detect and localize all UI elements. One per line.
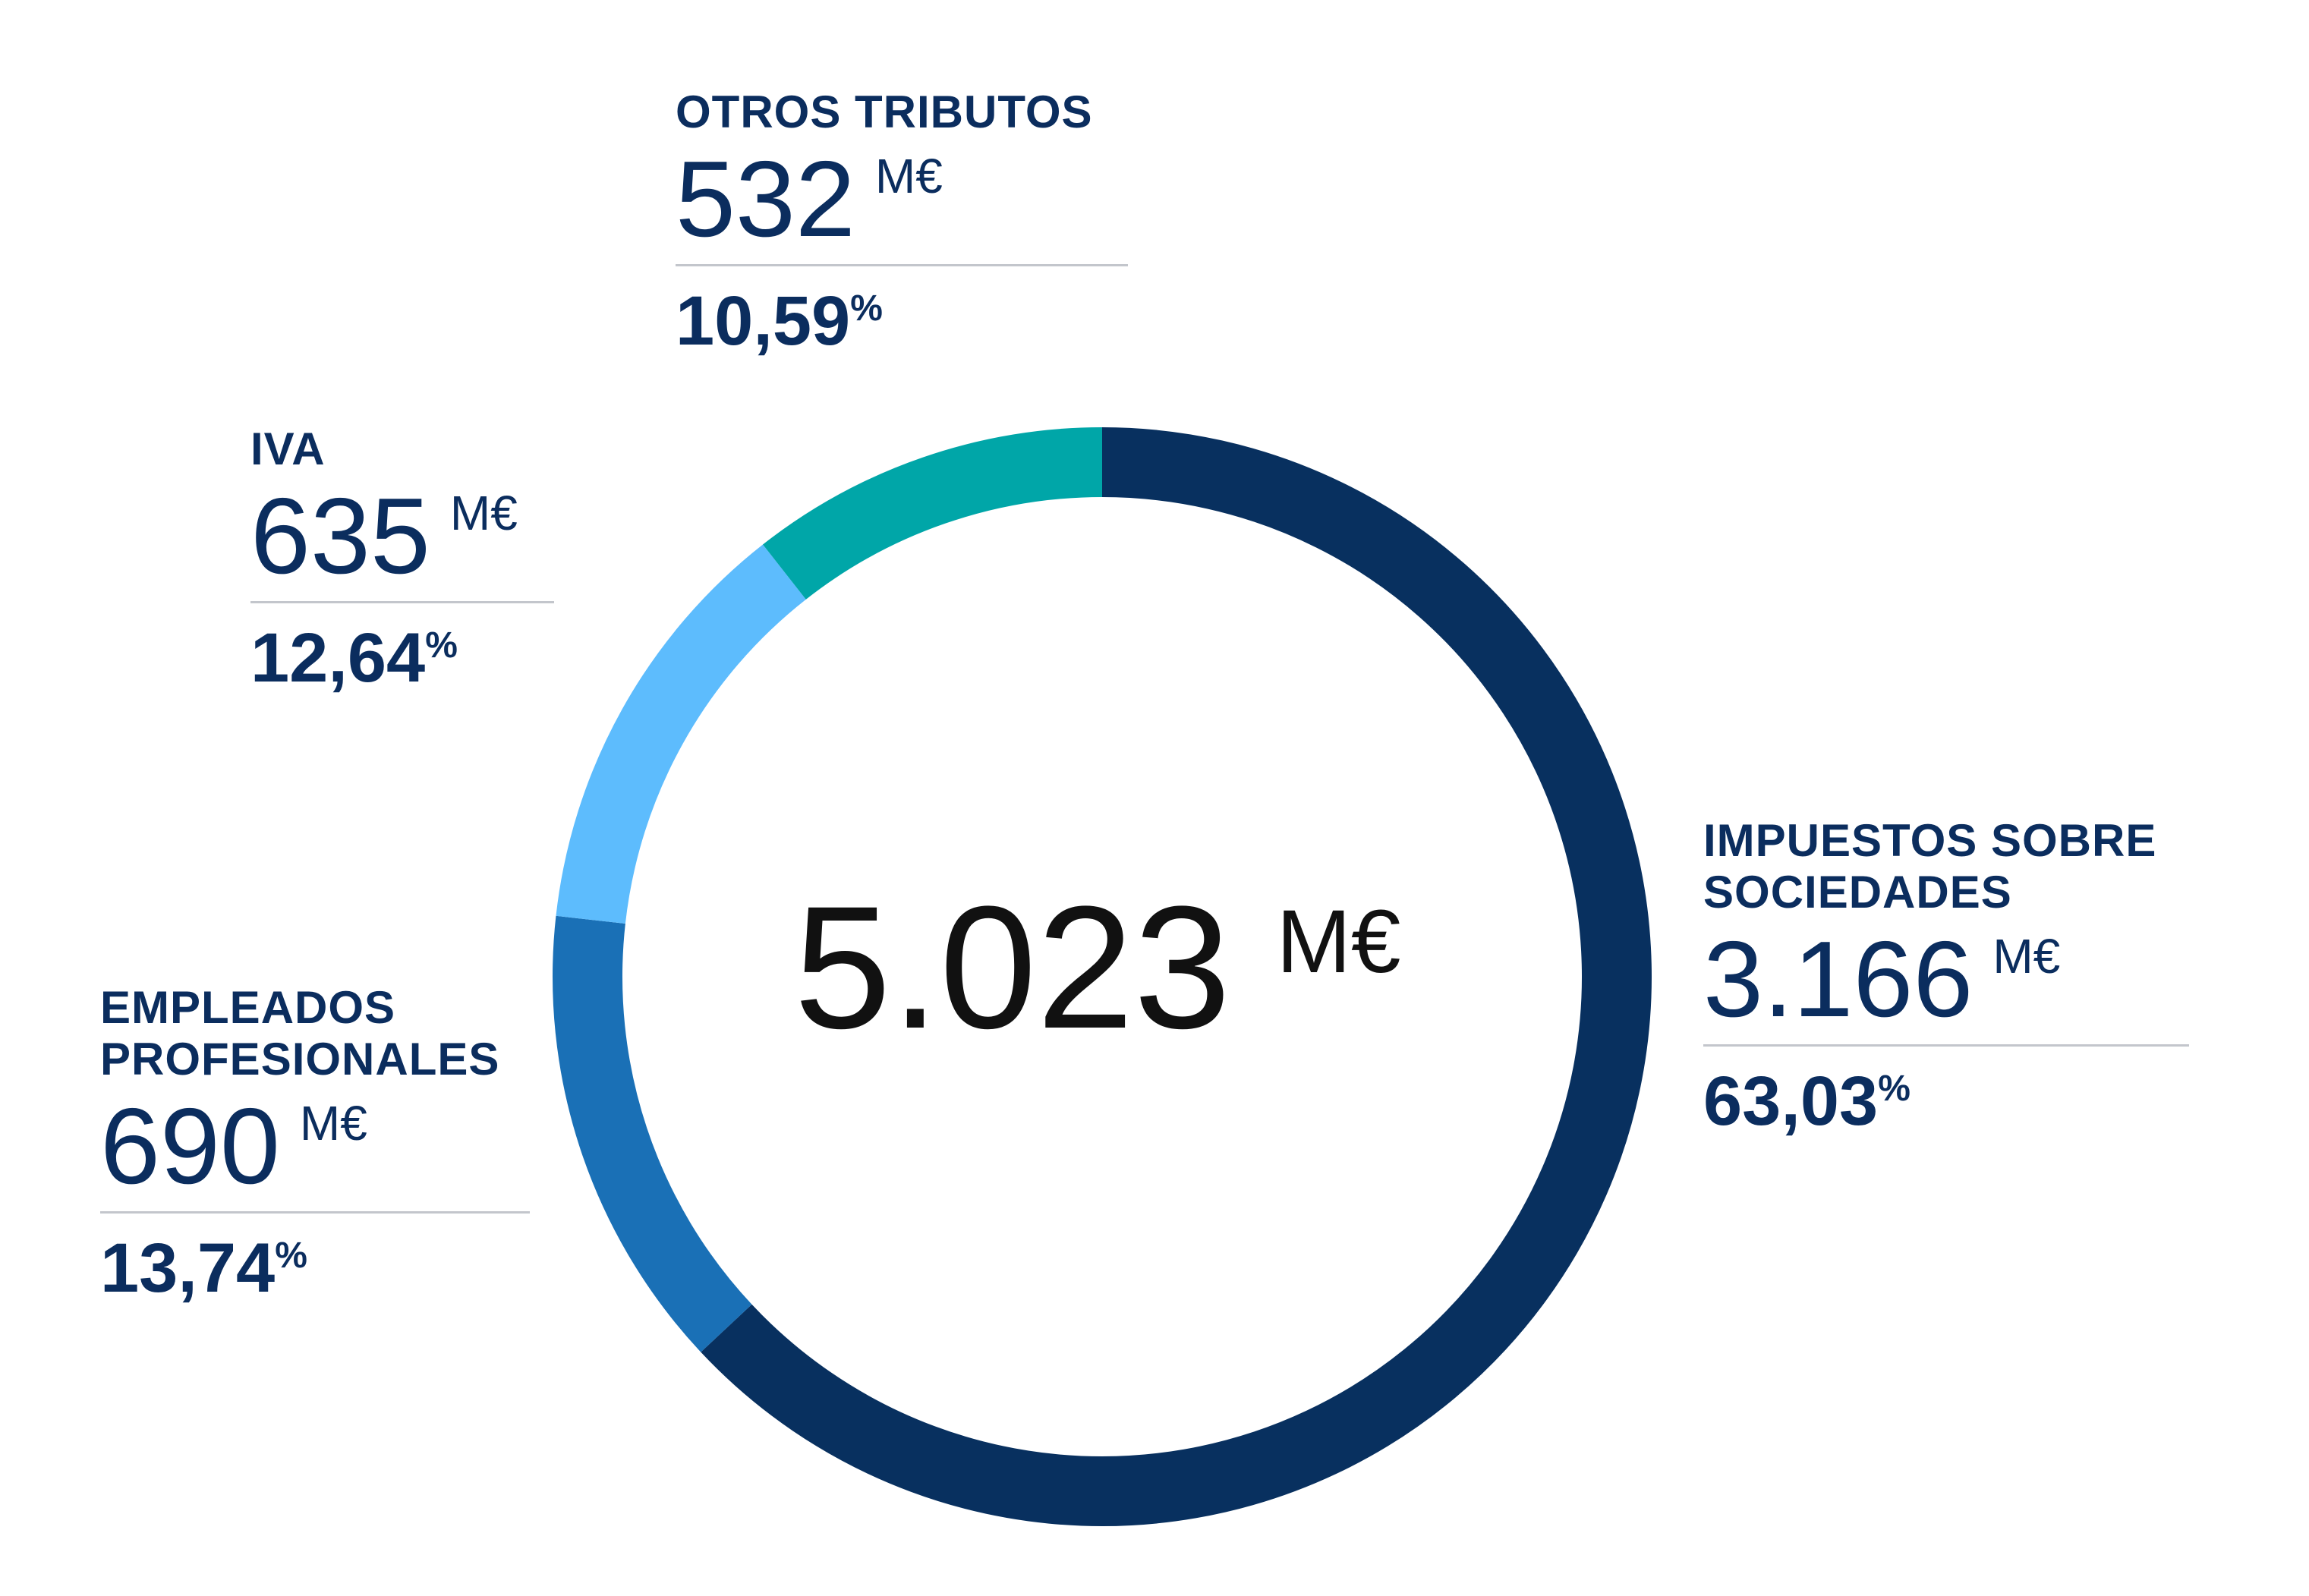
segment-percent-row: 13,74 % xyxy=(100,1230,530,1306)
percent-sign: % xyxy=(425,625,458,666)
segment-unit: M€ xyxy=(1992,929,2061,984)
segment-unit: M€ xyxy=(299,1096,367,1151)
segment-amount: 635 xyxy=(250,476,430,597)
percent-sign: % xyxy=(1878,1069,1911,1109)
label-impuestos-sociedades: IMPUESTOS SOBRE SOCIEDADES 3.166 M€ 63,0… xyxy=(1703,815,2189,1139)
donut-segment-impuestos-sobre-sociedades xyxy=(701,427,1652,1526)
segment-amount: 690 xyxy=(100,1086,280,1207)
donut-segment-otros-tributos xyxy=(762,427,1103,600)
label-iva: IVA 635 M€ 12,64 % xyxy=(250,423,554,696)
segment-amount: 532 xyxy=(676,139,855,260)
total-label: 5.023 M€ xyxy=(794,880,1400,1055)
segment-percent-row: 63,03 % xyxy=(1703,1063,2189,1139)
total-unit: M€ xyxy=(1276,892,1401,992)
segment-percent: 63,03 xyxy=(1703,1062,1879,1140)
segment-name: IVA xyxy=(250,423,326,474)
segment-amount-row: 532 M€ xyxy=(676,146,1128,266)
label-empleados-profesionales: EMPLEADOS PROFESIONALES 690 M€ 13,74 % xyxy=(100,982,530,1306)
segment-unit: M€ xyxy=(874,149,943,203)
segment-amount-row: 690 M€ xyxy=(100,1093,530,1214)
percent-sign: % xyxy=(850,288,883,329)
segment-percent-row: 10,59 % xyxy=(676,283,1128,359)
segment-percent: 13,74 xyxy=(100,1229,276,1307)
donut-segment-iva xyxy=(556,544,806,924)
segment-amount: 3.166 xyxy=(1703,919,1974,1040)
segment-percent-row: 12,64 % xyxy=(250,620,554,696)
segment-amount-row: 3.166 M€ xyxy=(1703,926,2189,1047)
segment-amount-row: 635 M€ xyxy=(250,483,554,603)
segment-percent: 10,59 xyxy=(676,282,851,360)
percent-sign: % xyxy=(275,1236,307,1276)
label-otros-tributos: OTROS TRIBUTOS 532 M€ 10,59 % xyxy=(676,87,1128,359)
segment-unit: M€ xyxy=(449,486,518,540)
segment-name: IMPUESTOS SOBRE SOCIEDADES xyxy=(1703,815,2157,918)
segment-percent: 12,64 xyxy=(250,619,426,697)
donut-segment-empleados-profesionales xyxy=(553,915,752,1352)
total-value: 5.023 xyxy=(794,870,1231,1065)
segment-name: EMPLEADOS PROFESIONALES xyxy=(100,982,500,1084)
segment-name: OTROS TRIBUTOS xyxy=(676,87,1093,137)
